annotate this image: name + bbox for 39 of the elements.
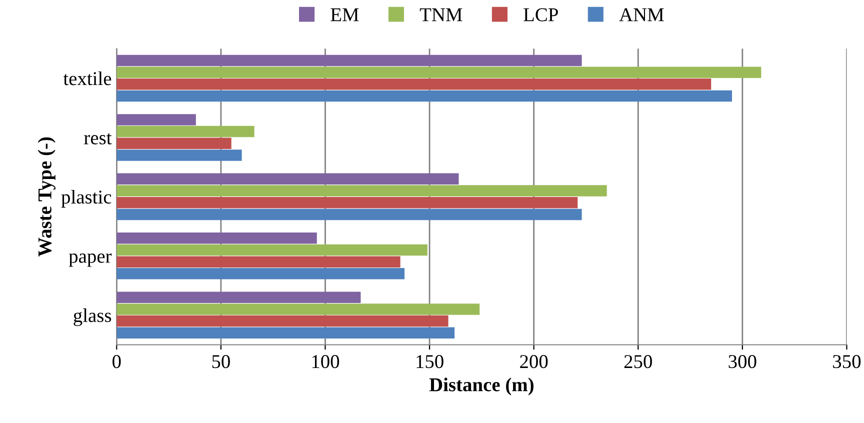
bar: [116, 196, 578, 208]
bar: [116, 292, 361, 303]
x-tick-label: 300: [728, 355, 756, 368]
y-tick-label: textile: [63, 72, 112, 86]
bar: [116, 173, 459, 185]
bar: [116, 327, 455, 339]
y-tick-label: plastic: [61, 190, 112, 208]
bar: [116, 256, 400, 268]
bar: [116, 90, 732, 102]
bar: [116, 126, 254, 138]
y-tick-label: rest: [84, 133, 112, 144]
y-tick-label: glass: [74, 308, 112, 326]
x-tick-label: 50: [212, 355, 230, 368]
legend-label: EM: [330, 8, 359, 22]
bar: [116, 244, 428, 256]
y-axis-title: Waste Type (-): [38, 137, 56, 257]
x-tick-label: 200: [520, 355, 548, 368]
bar: [116, 268, 404, 280]
x-tick-label: 100: [312, 355, 340, 368]
x-axis-title: Distance (m): [429, 378, 534, 396]
bar: [116, 114, 196, 126]
bar: [116, 232, 317, 244]
y-tick-label: paper: [68, 254, 112, 267]
x-tick-label: 350: [833, 355, 861, 368]
bar: [116, 54, 582, 66]
x-tick-label: 250: [624, 355, 652, 368]
bar: [116, 150, 242, 161]
x-tick-label: 150: [416, 355, 444, 368]
x-tick-label: 0: [112, 355, 121, 368]
bar: [116, 304, 480, 315]
legend-label: ANM: [619, 8, 664, 22]
bar: [116, 78, 712, 90]
bar: [116, 185, 607, 196]
bar: [116, 138, 232, 150]
legend-label: LCP: [524, 8, 558, 22]
bar: [116, 208, 582, 220]
bar: [116, 66, 762, 78]
bar: [116, 315, 448, 327]
legend-label: TNM: [420, 8, 462, 22]
